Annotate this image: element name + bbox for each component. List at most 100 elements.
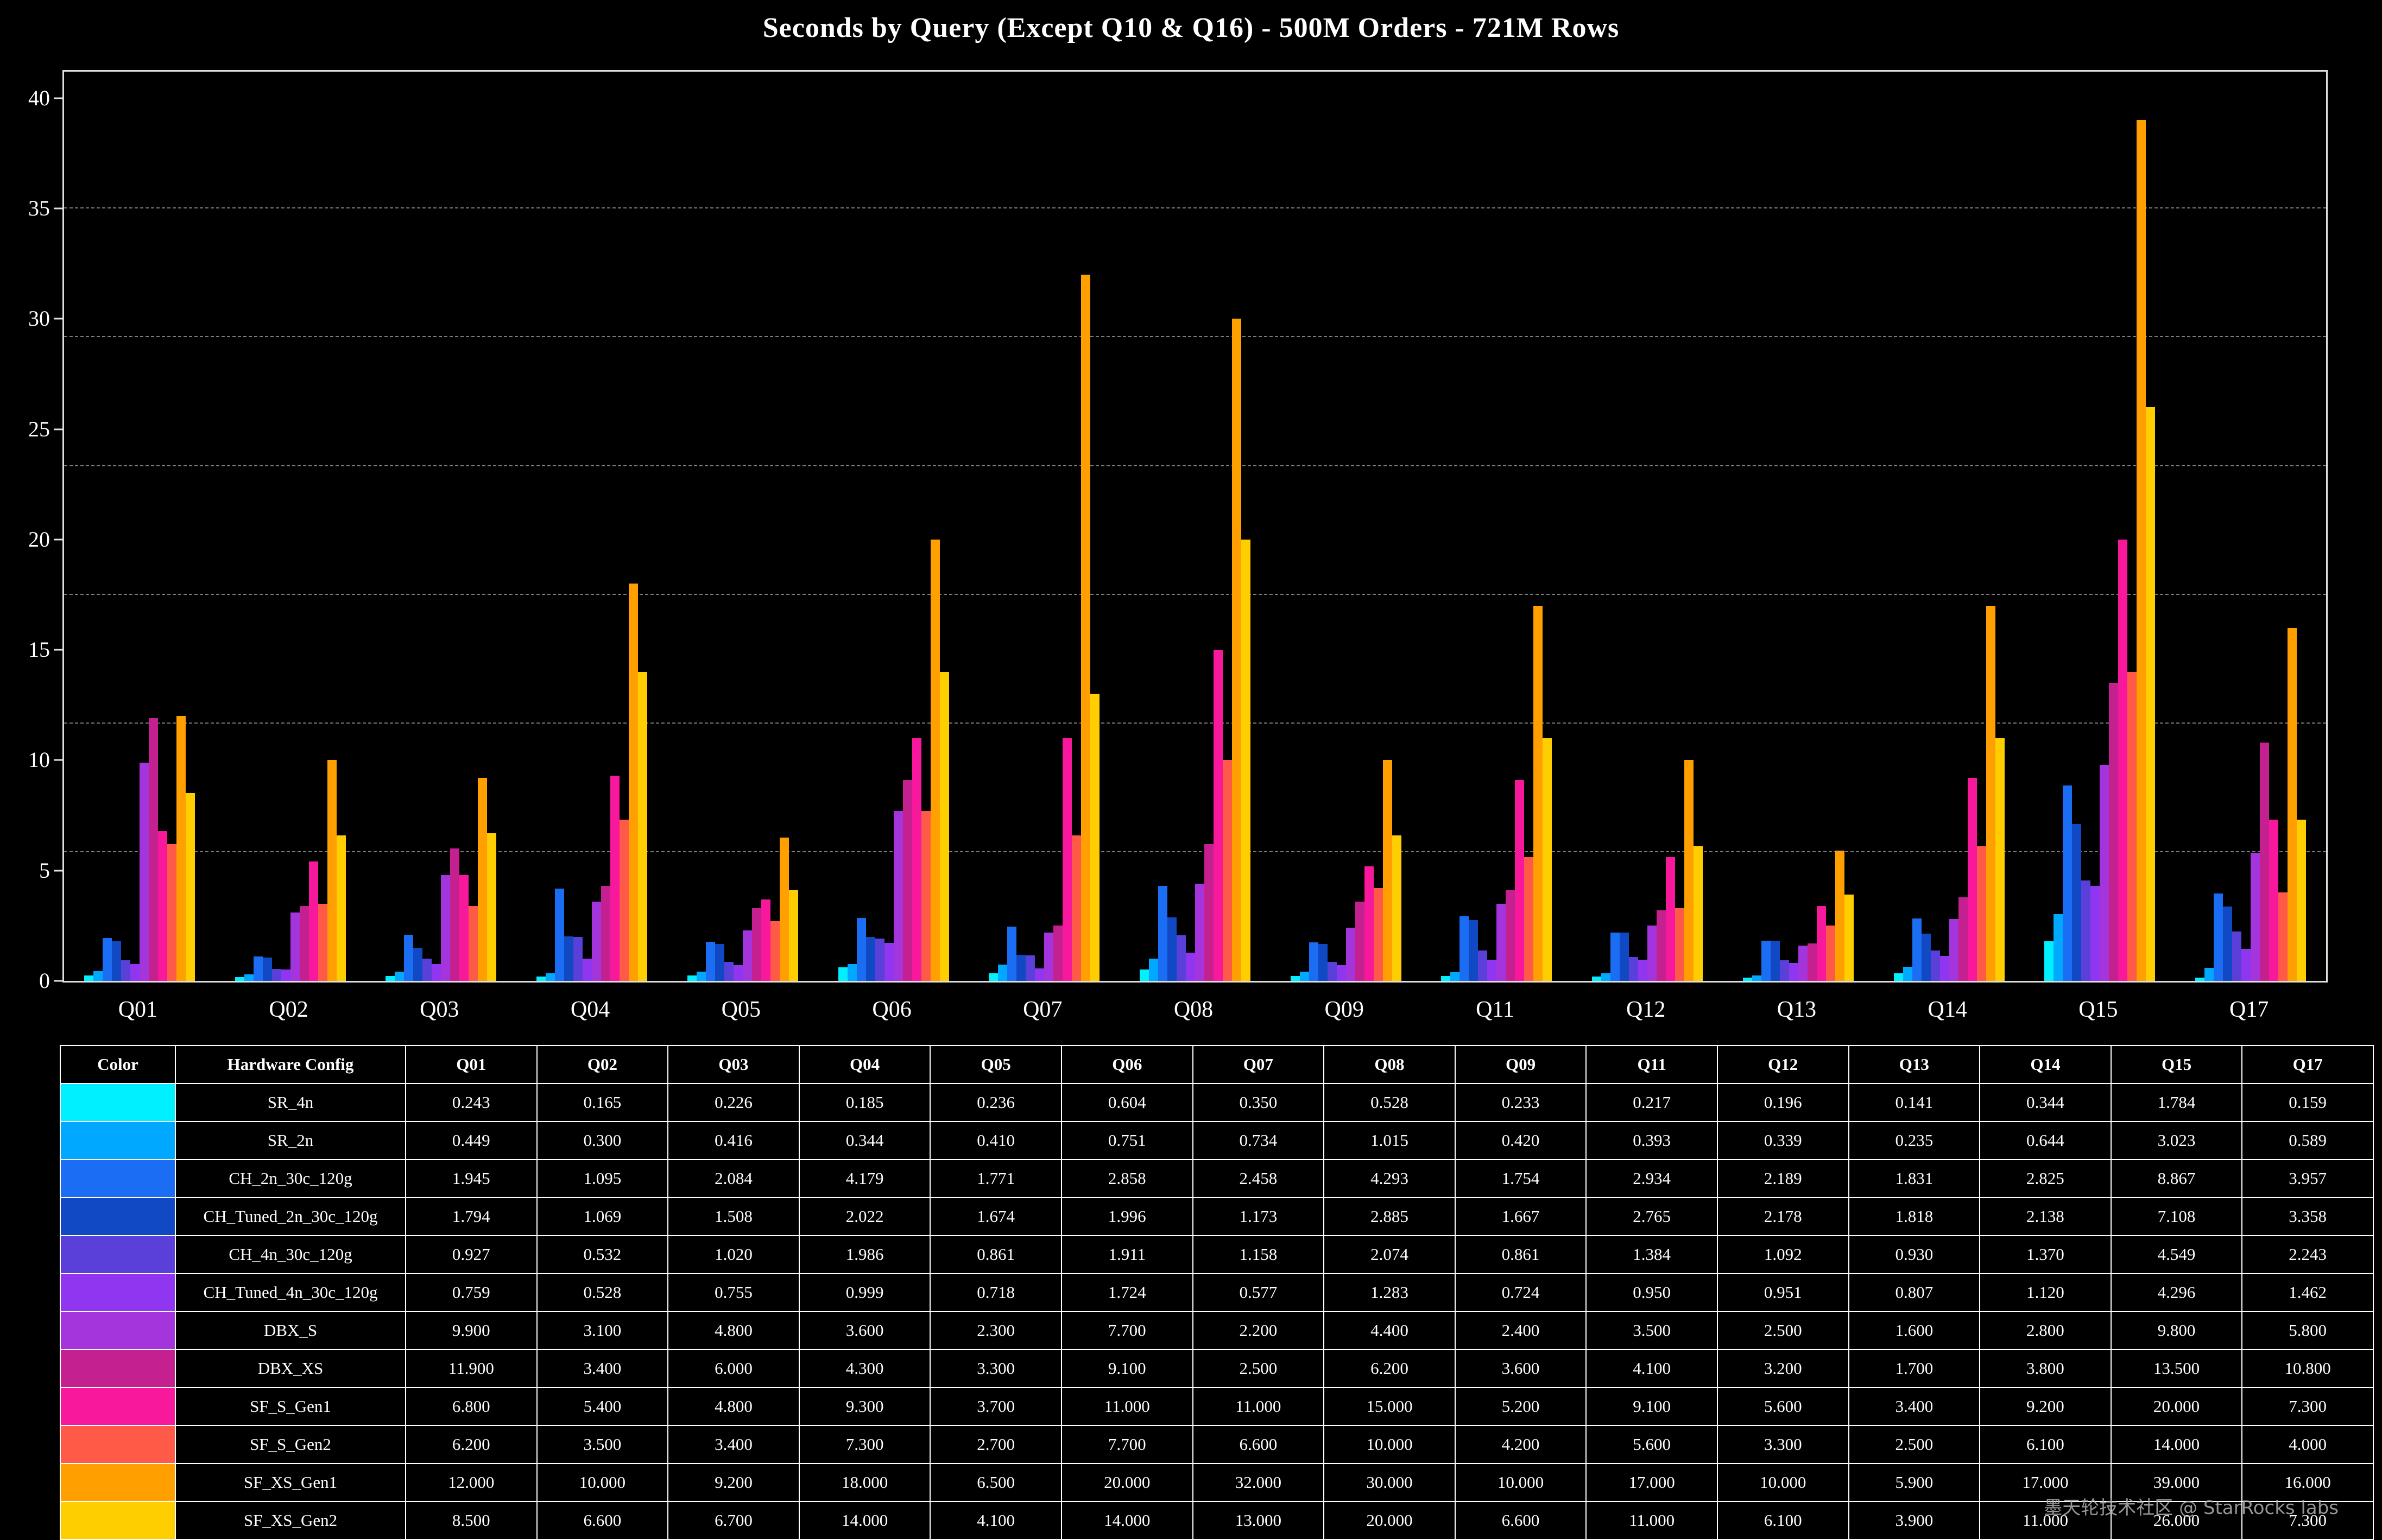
bar-CH_2n_30c_120g-Q14 [1912,918,1922,981]
value-cell-SF_S_Gen1-Q09: 5.200 [1454,1387,1587,1426]
value-cell-DBX_XS-Q13: 1.700 [1848,1349,1981,1388]
value-cell-SR_2n-Q01: 0.449 [405,1121,538,1160]
table-header-cell: Hardware Config [175,1045,406,1084]
hardware-config-name: CH_Tuned_2n_30c_120g [175,1197,406,1236]
bar-DBX_XS-Q08 [1204,844,1214,981]
bar-DBX_XS-Q17 [2260,742,2270,981]
x-tick-label-Q14: Q14 [1928,997,1967,1022]
bar-CH_2n_30c_120g-Q07 [1007,927,1017,981]
hardware-config-name: CH_2n_30c_120g [175,1159,406,1198]
bar-DBX_XS-Q03 [450,848,460,981]
bar-SF_XS_Gen2-Q07 [1090,694,1100,981]
value-cell-DBX_S-Q07: 2.200 [1192,1311,1325,1350]
value-cell-SF_XS_Gen2-Q01: 8.500 [405,1501,538,1540]
table-row-SF_XS_Gen1: SF_XS_Gen1 12.000 10.000 9.200 18.000 6.500 20… [60,1463,2374,1502]
table-row-SR_2n: SR_2n 0.449 0.300 0.416 0.344 0.410 0.751 0.734… [60,1121,2374,1160]
bar-SF_S_Gen1-Q06 [912,738,921,981]
y-tick-mark [54,428,62,430]
bar-CH_2n_30c_120g-Q08 [1158,886,1167,981]
value-cell-CH_Tuned_2n_30c_120g-Q11: 2.765 [1585,1197,1718,1236]
value-cell-SF_XS_Gen1-Q17: 16.000 [2241,1463,2374,1502]
value-cell-CH_Tuned_2n_30c_120g-Q14: 2.138 [1979,1197,2112,1236]
x-tick-label-Q06: Q06 [872,997,912,1022]
bar-SF_XS_Gen1-Q02 [327,760,337,981]
value-cell-CH_2n_30c_120g-Q03: 2.084 [667,1159,800,1198]
bar-DBX_S-Q14 [1949,919,1958,981]
value-cell-CH_2n_30c_120g-Q11: 2.934 [1585,1159,1718,1198]
bar-DBX_S-Q09 [1345,928,1355,981]
bar-CH_Tuned_4n_30c_120g-Q06 [884,942,894,981]
table-row-CH_Tuned_2n_30c_120g: CH_Tuned_2n_30c_120g 1.794 1.069 1.508 2.022… [60,1197,2374,1236]
value-cell-SF_XS_Gen1-Q12: 10.000 [1716,1463,1849,1502]
table-header-cell: Q17 [2241,1045,2374,1084]
bar-CH_4n_30c_120g-Q08 [1177,935,1186,981]
y-tick-label-20: 20 [28,527,50,552]
value-cell-DBX_XS-Q09: 3.600 [1454,1349,1587,1388]
bar-SR_4n-Q01 [84,975,93,981]
gridline [64,336,2326,338]
value-cell-DBX_XS-Q08: 6.200 [1323,1349,1456,1388]
value-cell-DBX_S-Q06: 7.700 [1060,1311,1193,1350]
color-swatch-SF_S_Gen1 [60,1387,176,1426]
value-cell-CH_Tuned_2n_30c_120g-Q06: 1.996 [1060,1197,1193,1236]
bar-DBX_XS-Q02 [299,905,309,981]
bar-SF_XS_Gen2-Q03 [487,833,497,981]
bar-SF_XS_Gen1-Q01 [176,716,186,981]
bar-CH_Tuned_2n_30c_120g-Q04 [564,936,574,981]
value-cell-SF_XS_Gen1-Q07: 32.000 [1192,1463,1325,1502]
value-cell-SF_S_Gen2-Q14: 6.100 [1979,1425,2112,1464]
bar-SF_XS_Gen1-Q04 [629,584,639,981]
bar-DBX_S-Q17 [2251,853,2260,981]
value-cell-CH_2n_30c_120g-Q15: 8.867 [2110,1159,2243,1198]
bar-group-Q06 [838,539,949,981]
value-cell-DBX_S-Q17: 5.800 [2241,1311,2374,1350]
value-cell-SF_S_Gen1-Q11: 9.100 [1585,1387,1718,1426]
value-cell-CH_2n_30c_120g-Q14: 2.825 [1979,1159,2112,1198]
bar-CH_Tuned_4n_30c_120g-Q08 [1186,952,1195,981]
bar-CH_Tuned_2n_30c_120g-Q03 [413,947,423,981]
value-cell-CH_2n_30c_120g-Q13: 1.831 [1848,1159,1981,1198]
bar-SR_2n-Q12 [1601,973,1611,981]
value-cell-CH_2n_30c_120g-Q07: 2.458 [1192,1159,1325,1198]
value-cell-SR_2n-Q09: 0.420 [1454,1121,1587,1160]
bar-SR_4n-Q04 [536,977,546,981]
bar-SF_S_Gen2-Q02 [318,903,327,981]
value-cell-SR_2n-Q05: 0.410 [930,1121,1062,1160]
bar-SF_S_Gen1-Q07 [1063,738,1072,981]
value-cell-CH_Tuned_4n_30c_120g-Q03: 0.755 [667,1273,800,1312]
bar-SR_4n-Q05 [687,975,697,981]
value-cell-CH_Tuned_2n_30c_120g-Q12: 2.178 [1716,1197,1849,1236]
hardware-config-name: SR_4n [175,1083,406,1122]
value-cell-DBX_S-Q01: 9.900 [405,1311,538,1350]
x-tick-label-Q17: Q17 [2229,997,2269,1022]
value-cell-DBX_XS-Q17: 10.800 [2241,1349,2374,1388]
bar-SF_XS_Gen2-Q09 [1392,835,1401,981]
bar-CH_Tuned_2n_30c_120g-Q02 [262,957,272,981]
hardware-config-name: DBX_S [175,1311,406,1350]
bar-CH_4n_30c_120g-Q12 [1629,956,1639,981]
value-cell-SF_S_Gen1-Q14: 9.200 [1979,1387,2112,1426]
bar-CH_4n_30c_120g-Q01 [121,960,130,981]
bar-SR_2n-Q05 [696,972,706,981]
value-cell-CH_4n_30c_120g-Q07: 1.158 [1192,1235,1325,1274]
x-tick-label-Q13: Q13 [1777,997,1817,1022]
x-tick-label-Q04: Q04 [570,997,610,1022]
color-swatch-SR_2n [60,1121,176,1160]
bar-group-Q14 [1893,605,2005,981]
bar-CH_4n_30c_120g-Q09 [1327,962,1337,981]
bar-DBX_XS-Q15 [2109,683,2119,981]
chart-title: Seconds by Query (Except Q10 & Q16) - 50… [762,12,1620,43]
value-cell-CH_4n_30c_120g-Q12: 1.092 [1716,1235,1849,1274]
value-cell-SR_4n-Q13: 0.141 [1848,1083,1981,1122]
bar-SR_4n-Q12 [1592,977,1602,981]
bar-SR_4n-Q14 [1893,973,1903,981]
bar-SR_4n-Q03 [386,975,395,981]
bar-CH_Tuned_2n_30c_120g-Q17 [2223,907,2233,981]
value-cell-CH_4n_30c_120g-Q11: 1.384 [1585,1235,1718,1274]
value-cell-SR_4n-Q01: 0.243 [405,1083,538,1122]
bar-CH_4n_30c_120g-Q04 [573,937,583,981]
bar-CH_Tuned_2n_30c_120g-Q11 [1469,920,1479,981]
bar-SR_4n-Q09 [1290,975,1300,981]
value-cell-SF_XS_Gen2-Q13: 3.900 [1848,1501,1981,1540]
